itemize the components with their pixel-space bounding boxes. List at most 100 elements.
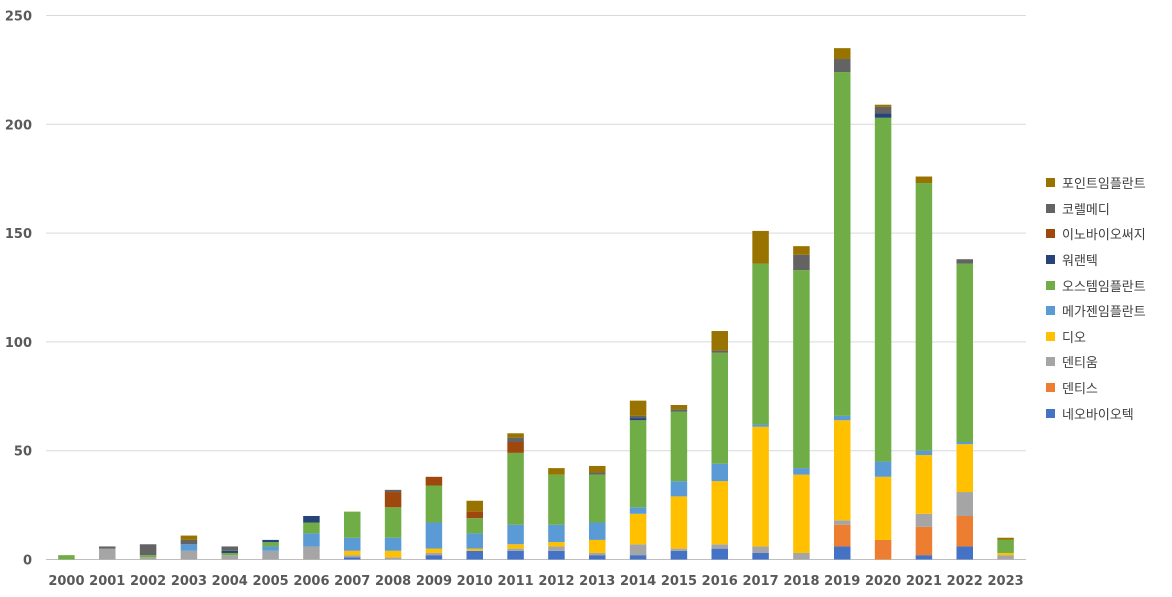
legend-swatch	[1046, 178, 1055, 188]
bar-segment	[752, 424, 769, 427]
bar-segment	[915, 183, 933, 451]
bar-segment	[589, 474, 606, 523]
bar-segment	[507, 452, 524, 525]
y-axis-ticks: 0 50 100 150 200 250	[5, 10, 32, 569]
x-tick-label: 2015	[661, 574, 697, 589]
bar-segment	[384, 492, 402, 508]
x-tick-label: 2021	[906, 574, 942, 589]
bar-segment	[956, 441, 973, 445]
bar-segment	[834, 546, 851, 560]
bar-segment	[589, 539, 606, 553]
bar-segment	[425, 548, 443, 553]
bar-segment	[711, 350, 728, 353]
x-tick-label: 2010	[457, 574, 493, 589]
bar-segment	[874, 461, 892, 477]
bar-segment	[548, 542, 565, 547]
x-tick-label: 2020	[865, 574, 901, 589]
bar-segment	[956, 492, 973, 516]
bar-segment	[793, 270, 810, 469]
bar-segment	[752, 263, 769, 425]
legend-label: 이노바이오써지	[1062, 228, 1146, 244]
bar-segment	[915, 450, 933, 456]
x-tick-label: 2005	[252, 574, 288, 589]
x-tick-label: 2023	[987, 574, 1023, 589]
legend-item: 워랜텍	[1046, 247, 1170, 273]
legend-item: 덴티스	[1046, 375, 1170, 401]
bars	[58, 48, 1014, 560]
bar-segment	[303, 533, 320, 547]
bar-segment	[507, 548, 524, 551]
bar-segment	[384, 489, 402, 493]
bar-segment	[262, 550, 279, 560]
legend-swatch	[1046, 203, 1055, 213]
bar-segment	[956, 444, 973, 493]
bar-segment	[221, 555, 238, 560]
bar-segment	[670, 496, 688, 549]
x-tick-label: 2002	[130, 574, 166, 589]
bar-segment	[466, 533, 483, 549]
bar-segment	[834, 48, 851, 60]
bar-segment	[752, 426, 769, 547]
x-tick-label: 2018	[783, 574, 819, 589]
legend-item: 포인트임플란트	[1046, 170, 1170, 196]
legend-label: 메가젠임플란트	[1062, 305, 1146, 321]
bar-segment	[874, 117, 892, 462]
legend-label: 덴티스	[1062, 382, 1098, 398]
bar-segment	[956, 259, 973, 264]
y-tick-label: 50	[14, 445, 32, 460]
bar-segment	[834, 420, 851, 521]
bar-segment	[834, 415, 851, 421]
bar-segment	[344, 511, 361, 538]
y-tick-label: 0	[23, 554, 32, 569]
bar-segment	[425, 552, 443, 556]
bar-segment	[139, 544, 157, 556]
bar-segment	[997, 552, 1014, 556]
x-tick-label: 2008	[375, 574, 411, 589]
x-tick-label: 2006	[293, 574, 329, 589]
bar-segment	[221, 550, 238, 553]
bar-segment	[793, 246, 810, 255]
bar-segment	[221, 552, 238, 556]
y-tick-label: 150	[5, 227, 32, 242]
bar-segment	[58, 555, 75, 560]
bar-segment	[629, 415, 647, 419]
bar-segment	[548, 524, 565, 543]
bar-segment	[711, 463, 728, 482]
legend-label: 디오	[1062, 330, 1086, 346]
bar-segment	[507, 441, 524, 453]
y-tick-label: 250	[5, 10, 32, 25]
bar-segment	[507, 437, 524, 442]
bar-segment	[262, 546, 279, 551]
x-tick-label: 2007	[334, 574, 370, 589]
bar-segment	[670, 550, 688, 560]
bar-segment	[956, 263, 973, 442]
bar-segment	[629, 420, 647, 508]
bar-segment	[548, 550, 565, 560]
bar-segment	[997, 555, 1014, 560]
bar-segment	[956, 546, 973, 560]
legend-swatch	[1046, 229, 1055, 239]
bar-segment	[997, 539, 1014, 553]
bar-segment	[344, 557, 361, 560]
bar-segment	[752, 546, 769, 553]
bar-segment	[752, 230, 769, 264]
bar-segment	[711, 481, 728, 545]
bar-segment	[834, 520, 851, 525]
x-axis-ticks: 2000 2001 2002 2003 2004 2005 2006 2007 2008 2009…	[48, 574, 1023, 589]
bar-segment	[507, 524, 524, 545]
bar-segment	[670, 411, 688, 482]
bar-segment	[752, 552, 769, 560]
legend-label: 오스템임플란트	[1062, 279, 1146, 295]
x-tick-label: 2009	[416, 574, 452, 589]
y-tick-label: 100	[5, 336, 32, 351]
bar-segment	[874, 106, 892, 114]
x-tick-label: 2000	[48, 574, 84, 589]
bar-segment	[507, 544, 524, 549]
bar-segment	[711, 352, 728, 464]
bar-segment	[956, 515, 973, 547]
legend-item: 오스템임플란트	[1046, 272, 1170, 298]
x-tick-label: 2012	[538, 574, 574, 589]
bar-segment	[793, 254, 810, 271]
bar-segment	[221, 546, 238, 551]
bar-segment	[344, 555, 361, 558]
